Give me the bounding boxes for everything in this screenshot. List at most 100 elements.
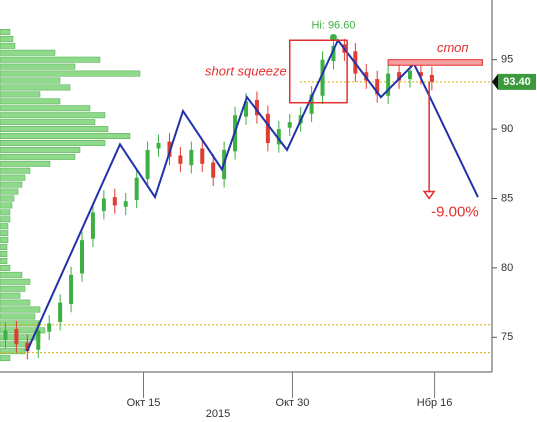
volume-bar xyxy=(0,258,8,264)
target-label: -9.00% xyxy=(431,203,479,220)
volume-bar xyxy=(0,237,9,244)
zigzag-line xyxy=(26,38,479,352)
volume-bar xyxy=(0,188,19,195)
last-price-pointer xyxy=(492,73,498,90)
volume-bar xyxy=(0,244,8,251)
volume-bar xyxy=(0,133,131,139)
volume-bar xyxy=(0,278,31,285)
candle-body xyxy=(309,94,314,114)
volume-bar xyxy=(0,264,11,271)
candle-body xyxy=(123,201,128,207)
volume-bar xyxy=(0,251,8,257)
candle-body xyxy=(254,99,259,116)
candle-body xyxy=(386,73,391,96)
stop-zone xyxy=(387,59,483,66)
y-tick-label: 95 xyxy=(501,54,513,66)
high-dot xyxy=(329,33,337,41)
volume-bar xyxy=(0,167,31,174)
candle-body xyxy=(287,122,292,128)
volume-bar xyxy=(0,42,16,49)
volume-bar xyxy=(0,28,11,35)
volume-bar xyxy=(0,209,11,216)
volume-bar xyxy=(0,112,106,119)
y-tick-label: 85 xyxy=(501,192,513,204)
volume-bar xyxy=(0,306,41,313)
x-tick-label: Окт 30 xyxy=(276,397,310,409)
volume-bar xyxy=(0,126,109,133)
candle-body xyxy=(112,197,117,206)
volume-bar xyxy=(0,195,15,202)
candle-body xyxy=(134,177,139,200)
volume-bar xyxy=(0,327,46,334)
candle-body xyxy=(69,274,74,304)
candle-body xyxy=(276,129,281,145)
volume-bar xyxy=(0,49,56,56)
volume-bar xyxy=(0,70,141,77)
volume-bar xyxy=(0,174,26,181)
volume-bar xyxy=(0,230,9,237)
volume-bar xyxy=(0,77,61,84)
last-price-box xyxy=(498,73,536,90)
last-price-label: 93.40 xyxy=(503,76,531,88)
candle-body xyxy=(58,302,63,323)
candle-body xyxy=(14,328,19,345)
y-tick-label: 75 xyxy=(501,331,513,343)
volume-bar xyxy=(0,146,81,153)
volume-bar xyxy=(0,160,51,167)
candle-body xyxy=(200,148,205,164)
volume-bar xyxy=(0,348,26,355)
candle-body xyxy=(3,330,8,341)
volume-bar xyxy=(0,84,71,91)
volume-bar xyxy=(0,119,96,126)
volume-bar xyxy=(0,56,101,63)
volume-bar xyxy=(0,35,14,42)
target-arrowhead xyxy=(422,190,436,200)
volume-bar xyxy=(0,98,61,105)
squeeze-label: short squeeze xyxy=(205,63,287,78)
high-label: Hi: 96.60 xyxy=(311,19,355,31)
candle-body xyxy=(156,142,161,149)
volume-bar xyxy=(0,355,11,362)
candle-body xyxy=(90,212,95,239)
volume-bar xyxy=(0,271,23,278)
volume-bar xyxy=(0,181,23,188)
candle-body xyxy=(25,342,30,352)
y-tick-label: 80 xyxy=(501,262,513,274)
candle-body xyxy=(418,72,423,77)
candle-body xyxy=(408,70,412,80)
volume-bar xyxy=(0,91,41,98)
volume-bar xyxy=(0,63,76,70)
candle-body xyxy=(36,330,41,350)
x-tick-label: Окт 15 xyxy=(127,397,161,409)
volume-bar xyxy=(0,285,26,292)
candle-body xyxy=(145,149,150,180)
candle-body xyxy=(265,113,270,143)
candle-body xyxy=(178,155,183,164)
volume-bar xyxy=(0,313,36,320)
x-tick-label: Нбр 16 xyxy=(417,397,453,409)
candle-body xyxy=(80,240,84,274)
candle-body xyxy=(101,198,106,211)
volume-bar xyxy=(0,140,106,146)
candle-body xyxy=(211,162,216,178)
candle-body xyxy=(244,101,248,117)
candle-body xyxy=(167,141,172,157)
candle-body xyxy=(47,323,52,332)
stop-label: стоп xyxy=(437,40,469,55)
year-label: 2015 xyxy=(206,408,230,420)
volume-bar xyxy=(0,223,9,230)
squeeze-box xyxy=(288,39,348,104)
volume-bar xyxy=(0,153,76,160)
candle-body xyxy=(375,79,380,95)
volume-bar xyxy=(0,105,91,112)
candle-body xyxy=(320,59,325,96)
y-tick-label: 90 xyxy=(501,123,513,135)
volume-bar xyxy=(0,299,31,306)
candle-body xyxy=(189,149,194,166)
candle-body xyxy=(331,45,336,62)
volume-bar xyxy=(0,216,11,223)
volume-bar xyxy=(0,202,13,209)
volume-bar xyxy=(0,292,21,299)
volume-bar xyxy=(0,320,41,327)
